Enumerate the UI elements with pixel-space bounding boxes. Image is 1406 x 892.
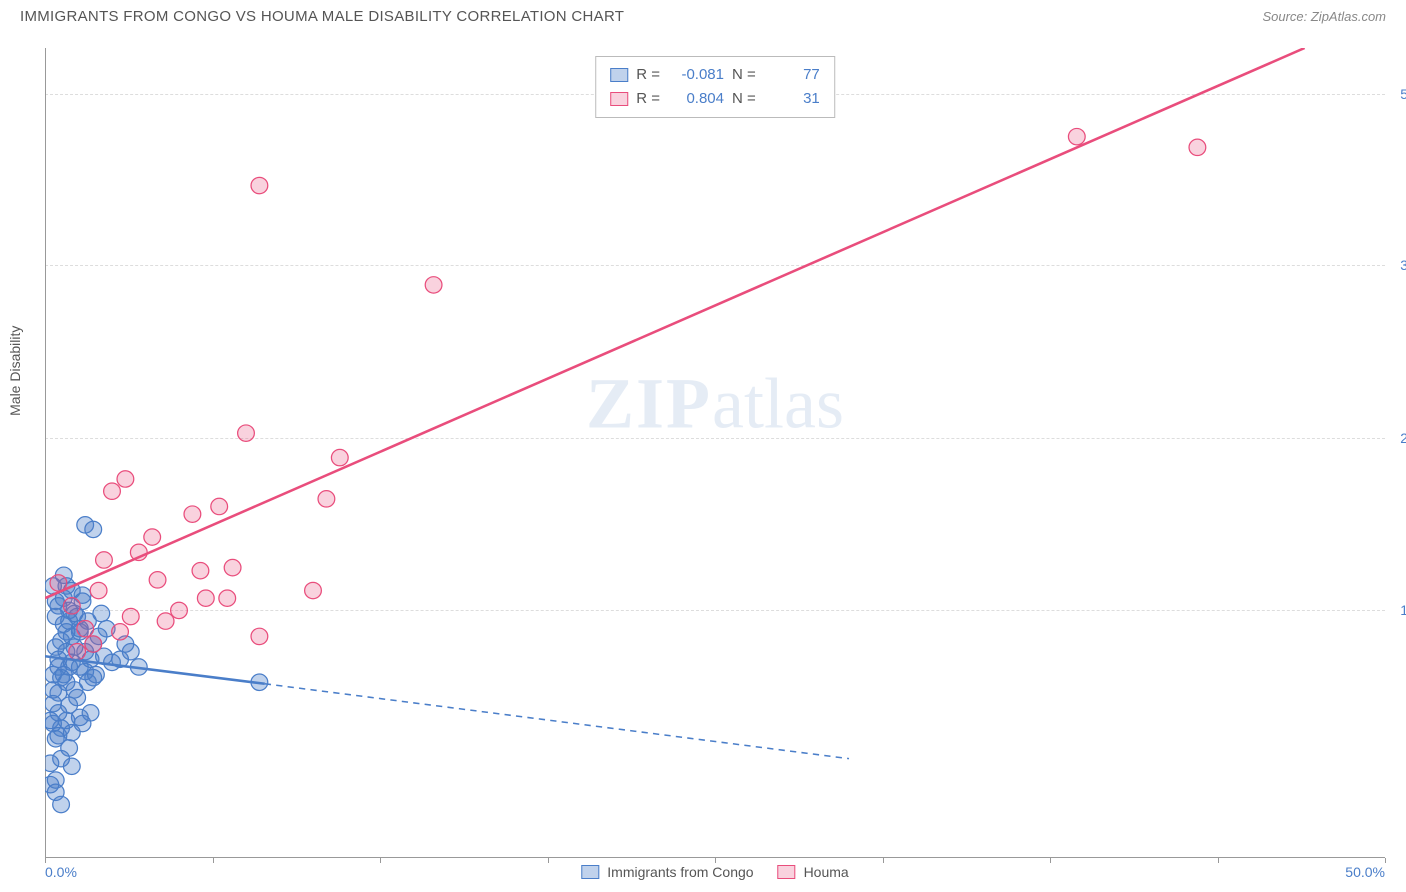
scatter-point bbox=[71, 709, 88, 725]
scatter-point bbox=[50, 659, 67, 675]
scatter-point bbox=[184, 506, 201, 522]
scatter-point bbox=[197, 590, 214, 606]
x-tick-mark bbox=[715, 858, 716, 863]
legend-r-label: R = bbox=[636, 63, 660, 87]
y-tick-label: 38.8% bbox=[1400, 257, 1406, 273]
scatter-point bbox=[224, 559, 241, 575]
scatter-point bbox=[96, 552, 113, 568]
scatter-point bbox=[63, 598, 80, 614]
y-tick-label: 50.0% bbox=[1400, 86, 1406, 102]
scatter-point bbox=[77, 621, 94, 637]
x-tick-label-max: 50.0% bbox=[1345, 864, 1385, 880]
scatter-point bbox=[331, 449, 348, 465]
x-tick-mark bbox=[1050, 858, 1051, 863]
trend-line bbox=[45, 48, 1305, 598]
legend-n-label: N = bbox=[732, 87, 756, 111]
legend-row-series2: R = 0.804 N = 31 bbox=[610, 87, 820, 111]
scatter-point bbox=[85, 521, 102, 537]
legend-series1-n: 77 bbox=[764, 63, 820, 87]
legend-series1-label: Immigrants from Congo bbox=[607, 864, 753, 880]
source-label: Source: ZipAtlas.com bbox=[1262, 9, 1386, 24]
scatter-point bbox=[425, 277, 442, 293]
scatter-point bbox=[53, 750, 70, 766]
scatter-point bbox=[61, 613, 78, 629]
legend-swatch-blue bbox=[581, 865, 599, 879]
scatter-point bbox=[45, 776, 59, 792]
scatter-point bbox=[45, 712, 59, 728]
legend-correlation: R = -0.081 N = 77 R = 0.804 N = 31 bbox=[595, 56, 835, 118]
plot-svg bbox=[45, 48, 1385, 858]
scatter-point bbox=[47, 639, 64, 655]
scatter-point bbox=[144, 529, 161, 545]
legend-swatch-blue bbox=[610, 68, 628, 82]
legend-series2-label: Houma bbox=[804, 864, 849, 880]
scatter-point bbox=[117, 471, 134, 487]
legend-series: Immigrants from Congo Houma bbox=[581, 864, 848, 880]
scatter-point bbox=[251, 177, 268, 193]
legend-series2-r: 0.804 bbox=[668, 87, 724, 111]
scatter-point bbox=[122, 608, 139, 624]
x-tick-mark bbox=[883, 858, 884, 863]
scatter-point bbox=[219, 590, 236, 606]
scatter-point bbox=[171, 602, 188, 618]
scatter-point bbox=[305, 582, 322, 598]
scatter-point bbox=[157, 613, 174, 629]
scatter-point bbox=[104, 483, 121, 499]
chart-container: Male Disability ZIPatlas 16.2%27.5%38.8%… bbox=[45, 48, 1385, 858]
legend-row-series1: R = -0.081 N = 77 bbox=[610, 63, 820, 87]
scatter-point bbox=[1068, 128, 1085, 144]
legend-item-series1: Immigrants from Congo bbox=[581, 864, 753, 880]
legend-n-label: N = bbox=[732, 63, 756, 87]
scatter-point bbox=[112, 624, 129, 640]
scatter-point bbox=[53, 796, 70, 812]
scatter-point bbox=[318, 491, 335, 507]
scatter-point bbox=[90, 582, 107, 598]
x-tick-mark bbox=[213, 858, 214, 863]
chart-title: IMMIGRANTS FROM CONGO VS HOUMA MALE DISA… bbox=[20, 8, 624, 25]
scatter-point bbox=[238, 425, 255, 441]
trend-line-extrapolated bbox=[265, 684, 849, 759]
scatter-point bbox=[93, 605, 110, 621]
scatter-point bbox=[1189, 139, 1206, 155]
scatter-point bbox=[211, 498, 228, 514]
x-tick-mark bbox=[45, 858, 46, 863]
scatter-point bbox=[85, 636, 102, 652]
scatter-point bbox=[50, 685, 67, 701]
scatter-point bbox=[149, 572, 166, 588]
scatter-point bbox=[63, 724, 80, 740]
x-tick-mark bbox=[1218, 858, 1219, 863]
y-axis-label: Male Disability bbox=[7, 326, 23, 416]
scatter-point bbox=[192, 562, 209, 578]
legend-series1-r: -0.081 bbox=[668, 63, 724, 87]
x-tick-label-min: 0.0% bbox=[45, 864, 77, 880]
x-tick-mark bbox=[548, 858, 549, 863]
y-tick-label: 27.5% bbox=[1400, 430, 1406, 446]
legend-swatch-pink bbox=[610, 92, 628, 106]
legend-r-label: R = bbox=[636, 87, 660, 111]
x-tick-mark bbox=[1385, 858, 1386, 863]
y-tick-label: 16.2% bbox=[1400, 602, 1406, 618]
scatter-point bbox=[69, 643, 86, 659]
scatter-point bbox=[122, 643, 139, 659]
scatter-point bbox=[251, 628, 268, 644]
scatter-point bbox=[47, 731, 64, 747]
x-tick-mark bbox=[380, 858, 381, 863]
legend-swatch-pink bbox=[778, 865, 796, 879]
legend-item-series2: Houma bbox=[778, 864, 849, 880]
legend-series2-n: 31 bbox=[764, 87, 820, 111]
